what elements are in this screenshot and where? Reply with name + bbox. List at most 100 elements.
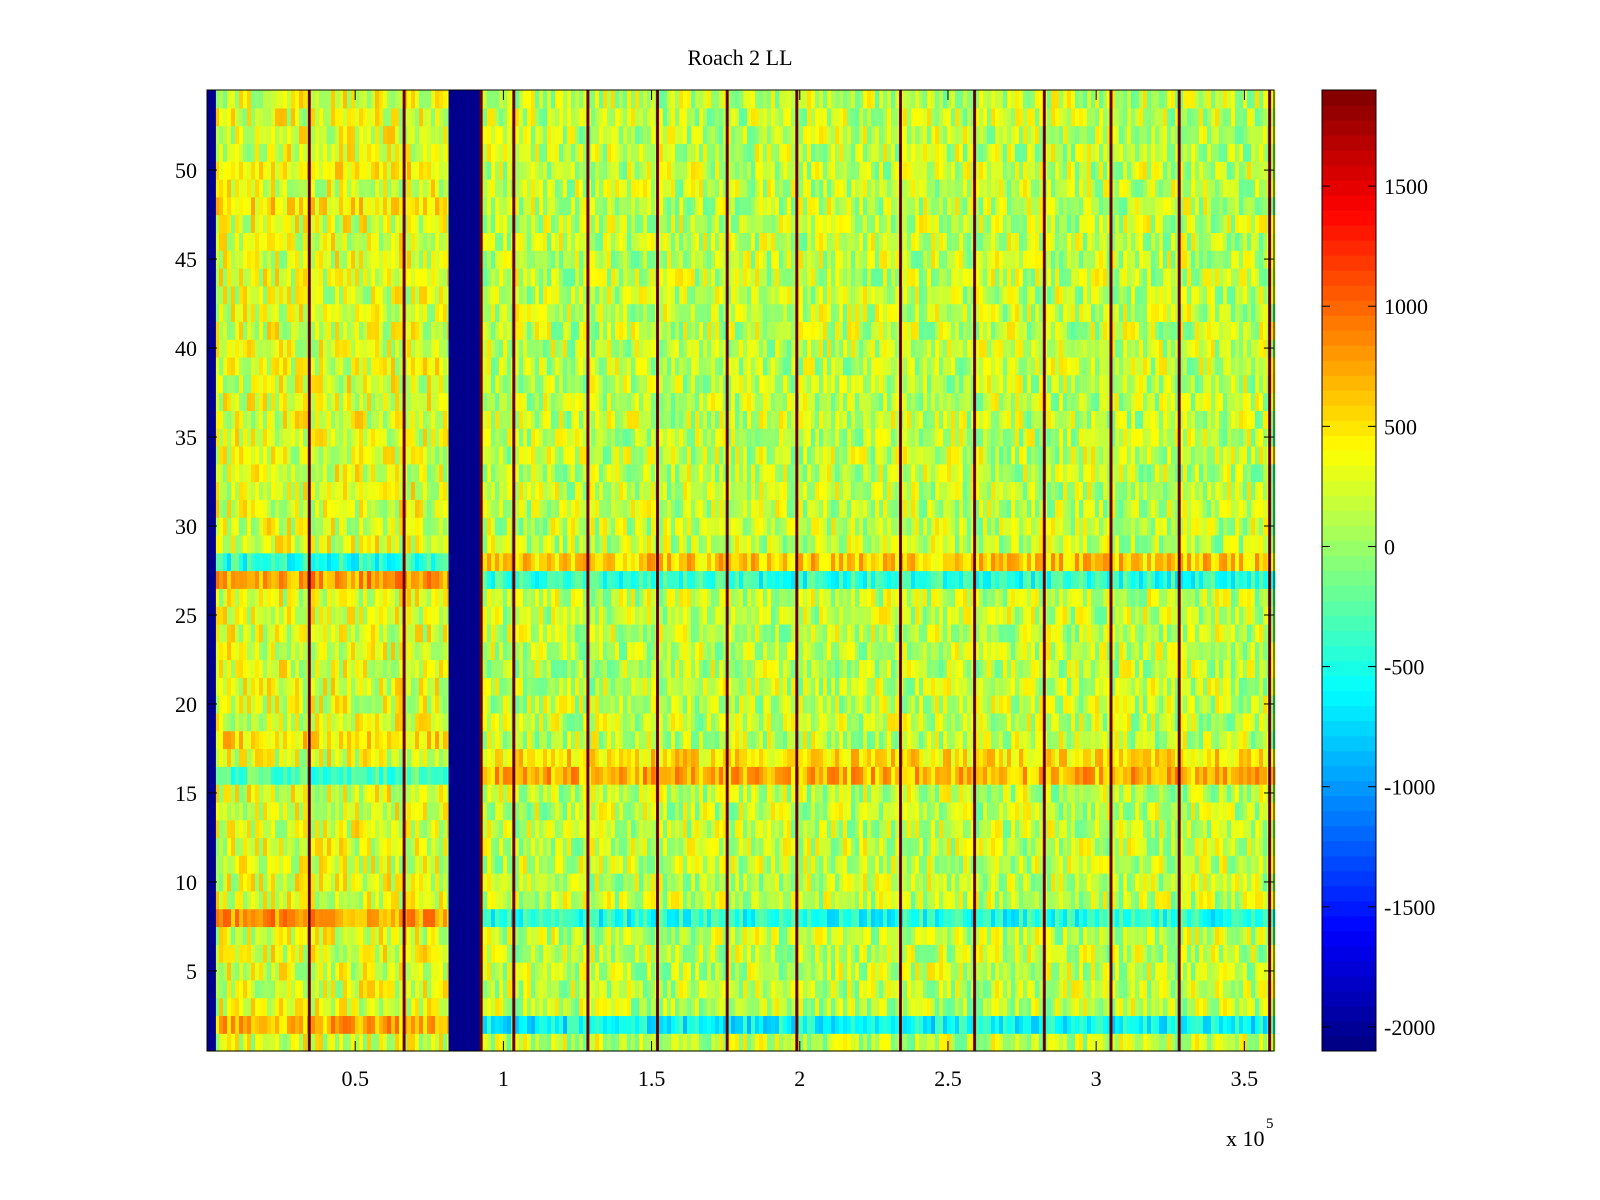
heatmap-cell	[223, 1015, 228, 1034]
heatmap-cell	[227, 784, 232, 803]
heatmap-cell	[679, 997, 684, 1017]
heatmap-cell	[955, 890, 960, 910]
heatmap-cell	[687, 801, 692, 821]
heatmap-cell	[931, 908, 936, 928]
heatmap-cell	[895, 997, 900, 1017]
heatmap-cell	[251, 801, 256, 821]
heatmap-cell	[323, 766, 328, 785]
heatmap-cell	[355, 979, 360, 999]
heatmap-cell	[639, 997, 644, 1017]
heatmap-cell	[927, 784, 932, 803]
heatmap-cell	[711, 837, 716, 856]
heatmap-cell	[1103, 926, 1108, 945]
heatmap-cell	[743, 890, 748, 910]
heatmap-cell	[371, 837, 376, 856]
heatmap-cell	[1071, 944, 1076, 963]
heatmap-cell	[963, 962, 968, 981]
heatmap-cell	[907, 784, 912, 803]
heatmap-cell	[359, 962, 364, 981]
heatmap-cell	[723, 962, 728, 981]
heatmap-cell	[967, 997, 972, 1017]
heatmap-cell	[563, 890, 568, 910]
heatmap-cell	[859, 908, 864, 928]
heatmap-cell	[1047, 979, 1052, 999]
heatmap-cell	[1083, 962, 1088, 981]
heatmap-cell	[1071, 766, 1076, 785]
heatmap-cell	[1199, 997, 1204, 1017]
heatmap-cell	[243, 926, 248, 945]
heatmap-cell	[1171, 784, 1176, 803]
heatmap-cell	[547, 784, 552, 803]
heatmap-cell	[619, 962, 624, 981]
heatmap-cell	[823, 784, 828, 803]
heatmap-cell	[915, 926, 920, 945]
heatmap-cell	[499, 908, 504, 928]
heatmap-cell	[839, 712, 844, 732]
heatmap-cell	[847, 748, 852, 767]
heatmap-cell	[815, 962, 820, 981]
heatmap-cell	[399, 766, 404, 785]
heatmap-cell	[715, 962, 720, 981]
heatmap-cell	[1003, 784, 1008, 803]
heatmap-cell	[767, 784, 772, 803]
heatmap-cell	[1015, 926, 1020, 945]
heatmap-cell	[667, 944, 672, 963]
heatmap-cell	[1119, 979, 1124, 999]
heatmap-cell	[667, 855, 672, 874]
heatmap-cell	[651, 873, 656, 892]
heatmap-cell	[767, 997, 772, 1017]
heatmap-cell	[247, 944, 252, 963]
heatmap-cell	[759, 730, 764, 750]
heatmap-cell	[855, 766, 860, 785]
heatmap-cell	[887, 837, 892, 856]
heatmap-cell	[1031, 944, 1036, 963]
heatmap-cell	[951, 855, 956, 874]
heatmap-cell	[1023, 944, 1028, 963]
heatmap-cell	[271, 784, 276, 803]
heatmap-cell	[743, 801, 748, 821]
heatmap-cell	[259, 1015, 264, 1034]
heatmap-cell	[311, 1033, 316, 1052]
heatmap-cell	[1199, 837, 1204, 856]
heatmap-cell	[1231, 1033, 1236, 1052]
heatmap-cell	[583, 873, 588, 892]
heatmap-cell	[763, 855, 768, 874]
heatmap-cell	[1107, 855, 1112, 874]
heatmap-cell	[631, 997, 636, 1017]
heatmap-cell	[1203, 730, 1208, 750]
heatmap-cell	[959, 908, 964, 928]
heatmap-cell	[1067, 730, 1072, 750]
heatmap-cell	[947, 1033, 952, 1052]
heatmap-cell	[1211, 979, 1216, 999]
heatmap-cell	[695, 712, 700, 732]
heatmap-cell	[531, 1015, 536, 1034]
heatmap-cell	[787, 837, 792, 856]
heatmap-cell	[871, 1015, 876, 1034]
heatmap-cell	[831, 926, 836, 945]
heatmap-cell	[387, 766, 392, 785]
heatmap-cell	[1095, 873, 1100, 892]
heatmap-cell	[439, 855, 444, 874]
heatmap-cell	[927, 712, 932, 732]
heatmap-cell	[959, 926, 964, 945]
heatmap-cell	[415, 1015, 420, 1034]
heatmap-cell	[607, 766, 612, 785]
heatmap-cell	[1187, 855, 1192, 874]
heatmap-cell	[415, 712, 420, 732]
heatmap-cell	[787, 944, 792, 963]
heatmap-cell	[803, 784, 808, 803]
heatmap-cell	[291, 712, 296, 732]
heatmap-cell	[1183, 873, 1188, 892]
heatmap-cell	[947, 855, 952, 874]
heatmap-cell	[383, 873, 388, 892]
heatmap-cell	[871, 766, 876, 785]
heatmap-cell	[1179, 908, 1184, 928]
heatmap-cell	[1235, 748, 1240, 767]
heatmap-cell	[999, 873, 1004, 892]
heatmap-cell	[223, 730, 228, 750]
heatmap-cell	[1243, 997, 1248, 1017]
heatmap-cell	[671, 748, 676, 767]
heatmap-cell	[1107, 908, 1112, 928]
heatmap-cell	[227, 712, 232, 732]
heatmap-cell	[975, 784, 980, 803]
